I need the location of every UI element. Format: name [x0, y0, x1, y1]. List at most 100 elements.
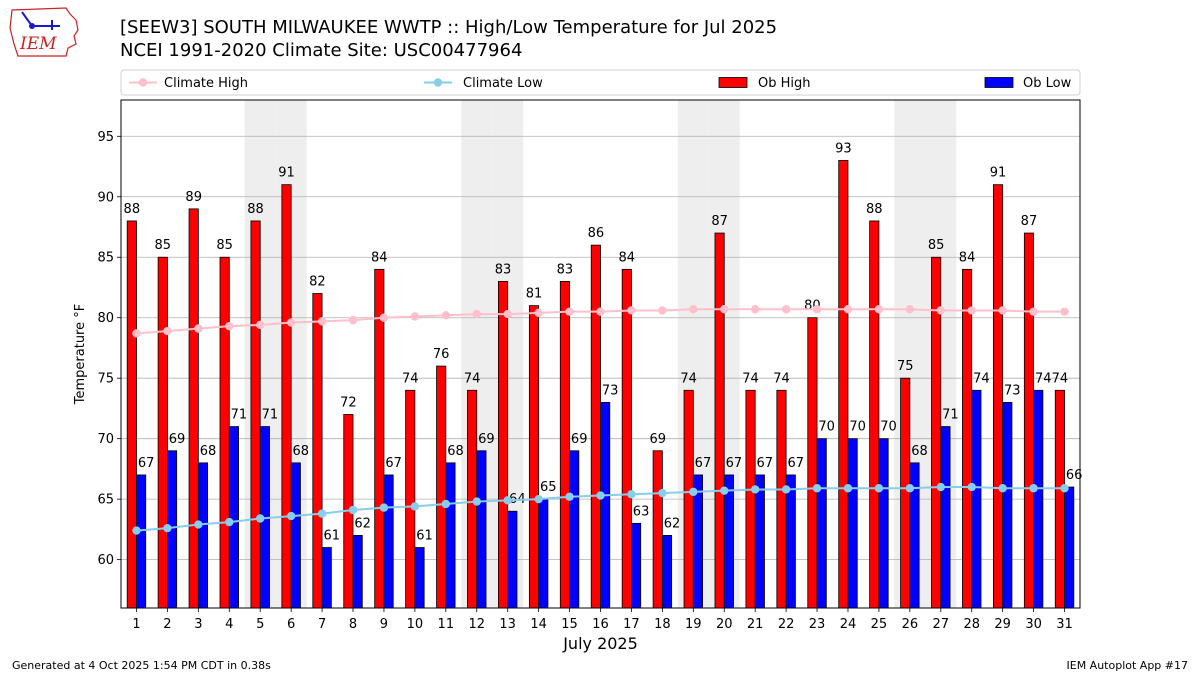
x-tick-label: 27 — [933, 617, 950, 632]
ob-low-bar — [321, 547, 332, 609]
climate-high-point — [534, 308, 543, 318]
ob-high-label: 87 — [711, 214, 728, 229]
y-tick-label: 60 — [97, 553, 114, 568]
y-tick-label: 70 — [97, 432, 114, 447]
ob-low-label: 61 — [416, 529, 433, 544]
climate-low-point — [348, 505, 358, 515]
climate-low-point — [720, 486, 729, 495]
climate-high-point — [812, 305, 822, 314]
x-tick-label: 2 — [163, 617, 171, 632]
ob-low-bar — [476, 450, 487, 609]
ob-low-bar — [940, 426, 951, 609]
ob-high-label: 88 — [247, 202, 264, 217]
ob-high-bar — [559, 281, 570, 609]
ob-low-bar — [414, 547, 425, 609]
climate-low-point — [163, 523, 172, 533]
climate-low-point — [781, 485, 791, 494]
climate-low-point — [627, 490, 636, 499]
x-tick-label: 5 — [256, 617, 264, 632]
ob-low-bar — [383, 474, 394, 609]
ob-low-bar — [971, 389, 982, 609]
x-tick-label: 6 — [287, 617, 295, 632]
y-tick-label: 65 — [97, 493, 114, 508]
x-tick-label: 24 — [840, 617, 857, 632]
climate-low-point — [812, 484, 822, 493]
chart-title: [SEEW3] SOUTH MILWAUKEE WWTP :: High/Low… — [120, 17, 778, 38]
ob-low-label: 67 — [757, 456, 774, 471]
ob-low-label: 70 — [849, 420, 866, 435]
ob-low-label: 74 — [1035, 371, 1052, 386]
ob-low-label: 68 — [911, 444, 928, 459]
ob-low-label: 73 — [602, 383, 619, 398]
ob-high-label: 88 — [124, 202, 141, 217]
ob-high-label: 83 — [557, 262, 574, 277]
ob-low-bar — [1064, 486, 1075, 609]
ob-high-bar — [590, 244, 601, 609]
ob-low-bar — [754, 474, 765, 609]
climate-high-point — [843, 305, 853, 314]
ob-low-bar — [878, 438, 889, 609]
x-tick-label: 1 — [132, 617, 140, 632]
x-tick-label: 17 — [623, 617, 640, 632]
climate-high-point — [658, 306, 667, 315]
ob-high-bar — [745, 389, 756, 609]
x-tick-label: 10 — [407, 617, 424, 632]
climate-high-point — [905, 305, 915, 314]
ob-low-label: 71 — [231, 408, 248, 423]
climate-high-point — [967, 306, 976, 315]
ob-low-bar — [723, 474, 734, 609]
ob-high-bar — [992, 184, 1004, 609]
climate-low-point — [225, 517, 234, 527]
legend-marker-climate-high — [138, 78, 148, 87]
chart-subtitle: NCEI 1991-2020 Climate Site: USC00477964 — [120, 40, 523, 61]
ob-high-label: 82 — [309, 275, 326, 290]
y-tick-label: 95 — [97, 130, 114, 145]
ob-high-bar — [869, 220, 880, 609]
x-tick-label: 12 — [468, 617, 485, 632]
ob-low-bar — [290, 462, 301, 609]
x-tick-label: 21 — [747, 617, 764, 632]
ob-high-label: 93 — [835, 141, 852, 156]
climate-low-point — [503, 496, 512, 505]
climate-high-point — [874, 305, 884, 314]
ob-low-label: 69 — [478, 432, 495, 447]
ob-low-label: 66 — [1066, 468, 1083, 483]
climate-low-point — [565, 492, 574, 501]
ob-low-label: 71 — [942, 408, 959, 423]
ob-high-label: 75 — [897, 359, 914, 374]
x-tick-label: 31 — [1056, 617, 1073, 632]
ob-high-bar — [126, 220, 137, 609]
legend-label-climate-high: Climate High — [164, 76, 248, 91]
ob-low-label: 70 — [880, 420, 897, 435]
ob-high-bar — [436, 365, 447, 609]
climate-low-point — [534, 494, 543, 504]
ob-high-bar — [838, 160, 849, 609]
ob-low-label: 62 — [354, 516, 371, 531]
ob-low-label: 71 — [262, 408, 279, 423]
station-dot — [29, 23, 35, 29]
ob-high-bar — [714, 232, 725, 609]
y-tick-label: 80 — [97, 311, 114, 326]
climate-high-point — [503, 309, 512, 319]
ob-low-bar — [352, 535, 363, 609]
x-tick-label: 9 — [380, 617, 388, 632]
ob-high-label: 81 — [526, 287, 543, 302]
y-tick-label: 90 — [97, 190, 114, 205]
ob-low-label: 61 — [323, 529, 340, 544]
x-tick-label: 18 — [654, 617, 671, 632]
climate-low-point — [194, 520, 203, 529]
climate-high-point — [596, 307, 605, 316]
ob-high-label: 86 — [588, 226, 605, 241]
x-tick-label: 8 — [349, 617, 357, 632]
ob-high-label: 69 — [649, 432, 666, 447]
app-credit: IEM Autoplot App #17 — [1066, 659, 1189, 672]
climate-high-point — [781, 305, 791, 314]
x-tick-label: 25 — [871, 617, 888, 632]
ob-high-bar — [188, 208, 199, 609]
climate-low-point — [441, 499, 451, 509]
ob-high-bar — [528, 305, 540, 609]
ob-high-label: 84 — [959, 250, 976, 265]
ob-low-bar — [1002, 401, 1013, 609]
x-tick-label: 15 — [561, 617, 578, 632]
